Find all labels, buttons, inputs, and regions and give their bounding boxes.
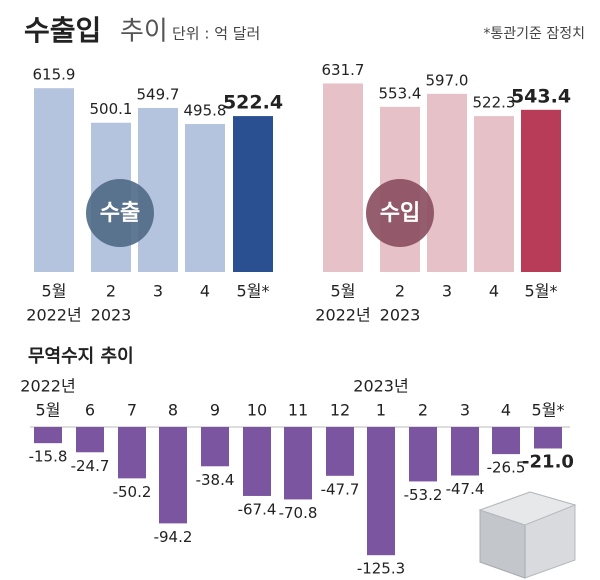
bar bbox=[521, 109, 561, 272]
bar bbox=[367, 427, 395, 556]
bar bbox=[451, 427, 479, 476]
badge-label: 수입 bbox=[380, 201, 420, 226]
category-label: 11 bbox=[288, 401, 308, 420]
category-label: 9 bbox=[210, 401, 220, 420]
category-label: 5월* bbox=[532, 401, 565, 420]
year-label: 2022년 bbox=[26, 306, 81, 325]
note: *통관기준 잠정치 bbox=[483, 26, 585, 42]
bar bbox=[185, 124, 225, 272]
container-illustration bbox=[478, 491, 577, 579]
category-label: 1 bbox=[376, 401, 386, 420]
title-light: 추이 bbox=[120, 17, 168, 47]
title-bold: 수출입 bbox=[24, 14, 101, 47]
value-label: -21.0 bbox=[522, 451, 574, 472]
value-label: 631.7 bbox=[322, 61, 365, 79]
category-label: 2 bbox=[395, 282, 405, 301]
value-label: -47.4 bbox=[446, 480, 485, 498]
value-label: -24.7 bbox=[71, 457, 110, 475]
category-label: 8 bbox=[168, 401, 178, 420]
year-label: 2023 bbox=[380, 306, 421, 325]
value-label: -125.3 bbox=[357, 560, 405, 578]
value-label: 543.4 bbox=[511, 85, 571, 107]
bar bbox=[284, 427, 312, 500]
value-label: -26.5 bbox=[487, 459, 526, 477]
year-label: 2022년 bbox=[20, 377, 75, 396]
value-label: 549.7 bbox=[137, 85, 180, 103]
category-label: 4 bbox=[501, 401, 511, 420]
category-label: 4 bbox=[200, 282, 210, 301]
year-label: 2023 bbox=[91, 306, 132, 325]
bar bbox=[233, 116, 273, 272]
value-label: -67.4 bbox=[238, 500, 277, 518]
badge-label: 수출 bbox=[100, 201, 140, 226]
year-label: 2022년 bbox=[315, 306, 370, 325]
bar bbox=[474, 116, 514, 272]
value-label: -50.2 bbox=[113, 483, 152, 501]
bar bbox=[159, 427, 187, 524]
bar bbox=[492, 427, 520, 455]
category-label: 4 bbox=[489, 282, 499, 301]
value-label: -47.7 bbox=[321, 480, 360, 498]
category-label: 7 bbox=[127, 401, 137, 420]
bar bbox=[34, 88, 74, 272]
bar bbox=[243, 427, 271, 496]
bar bbox=[534, 427, 562, 449]
value-label: -15.8 bbox=[29, 448, 68, 466]
badge-circle bbox=[86, 179, 154, 247]
section-title: 무역수지 추이 bbox=[28, 346, 134, 367]
value-label: -70.8 bbox=[279, 504, 318, 522]
value-label: 522.4 bbox=[223, 92, 283, 114]
value-label: 597.0 bbox=[426, 71, 469, 89]
bar bbox=[34, 427, 62, 444]
category-label: 5월 bbox=[331, 282, 356, 301]
value-label: 500.1 bbox=[90, 100, 133, 118]
bar bbox=[201, 427, 229, 467]
badge-circle bbox=[366, 179, 434, 247]
category-label: 5월 bbox=[36, 401, 61, 420]
bar bbox=[409, 427, 437, 482]
category-label: 5월* bbox=[525, 282, 558, 301]
year-label: 2023년 bbox=[353, 377, 408, 396]
category-label: 3 bbox=[460, 401, 470, 420]
value-label: 553.4 bbox=[379, 84, 422, 102]
unit: 단위 : 억 달러 bbox=[172, 25, 260, 43]
value-label: -38.4 bbox=[196, 471, 235, 489]
bar bbox=[118, 427, 146, 479]
category-label: 2 bbox=[418, 401, 428, 420]
category-label: 3 bbox=[153, 282, 163, 301]
bar bbox=[427, 93, 467, 273]
category-label: 10 bbox=[247, 401, 267, 420]
category-label: 6 bbox=[85, 401, 95, 420]
category-label: 5월 bbox=[42, 282, 67, 301]
bar bbox=[323, 83, 363, 272]
bar bbox=[76, 427, 104, 453]
value-label: -53.2 bbox=[404, 486, 443, 504]
category-label: 3 bbox=[442, 282, 452, 301]
value-label: 495.8 bbox=[184, 102, 227, 120]
category-label: 5월* bbox=[237, 282, 270, 301]
value-label: -94.2 bbox=[154, 528, 193, 546]
category-label: 12 bbox=[330, 401, 350, 420]
bar bbox=[326, 427, 354, 476]
value-label: 615.9 bbox=[33, 66, 76, 84]
value-label: 522.3 bbox=[473, 94, 516, 112]
category-label: 2 bbox=[106, 282, 116, 301]
